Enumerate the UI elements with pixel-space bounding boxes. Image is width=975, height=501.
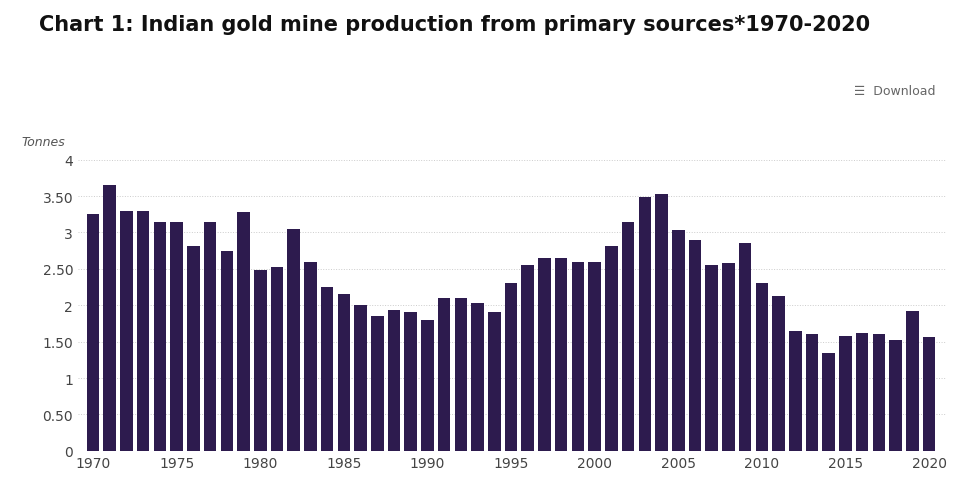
- Bar: [722, 264, 735, 451]
- Bar: [337, 295, 350, 451]
- Bar: [354, 306, 367, 451]
- Bar: [555, 259, 567, 451]
- Bar: [471, 304, 484, 451]
- Bar: [655, 194, 668, 451]
- Bar: [488, 313, 500, 451]
- Bar: [805, 335, 818, 451]
- Bar: [522, 266, 534, 451]
- Bar: [772, 297, 785, 451]
- Bar: [705, 266, 718, 451]
- Bar: [873, 335, 885, 451]
- Bar: [120, 211, 133, 451]
- Bar: [639, 198, 651, 451]
- Bar: [438, 298, 450, 451]
- Bar: [271, 268, 283, 451]
- Bar: [588, 262, 601, 451]
- Bar: [505, 284, 518, 451]
- Bar: [321, 288, 333, 451]
- Bar: [154, 222, 166, 451]
- Bar: [906, 312, 918, 451]
- Bar: [388, 311, 401, 451]
- Text: ☰  Download: ☰ Download: [854, 85, 936, 98]
- Bar: [220, 251, 233, 451]
- Bar: [405, 313, 417, 451]
- Bar: [304, 262, 317, 451]
- Bar: [922, 337, 935, 451]
- Bar: [889, 341, 902, 451]
- Text: Chart 1: Indian gold mine production from primary sources*1970-2020: Chart 1: Indian gold mine production fro…: [39, 15, 870, 35]
- Bar: [789, 331, 801, 451]
- Bar: [237, 212, 250, 451]
- Bar: [739, 244, 752, 451]
- Bar: [204, 222, 216, 451]
- Bar: [254, 271, 266, 451]
- Bar: [688, 240, 701, 451]
- Bar: [839, 336, 852, 451]
- Bar: [856, 333, 869, 451]
- Bar: [454, 298, 467, 451]
- Bar: [288, 229, 300, 451]
- Bar: [622, 222, 635, 451]
- Bar: [187, 246, 200, 451]
- Bar: [672, 231, 684, 451]
- Bar: [136, 211, 149, 451]
- Bar: [421, 320, 434, 451]
- Bar: [538, 259, 551, 451]
- Bar: [87, 215, 99, 451]
- Bar: [171, 222, 183, 451]
- Bar: [823, 353, 835, 451]
- Bar: [571, 262, 584, 451]
- Bar: [605, 246, 617, 451]
- Text: Tonnes: Tonnes: [21, 136, 65, 149]
- Bar: [756, 284, 768, 451]
- Bar: [103, 186, 116, 451]
- Bar: [371, 317, 383, 451]
